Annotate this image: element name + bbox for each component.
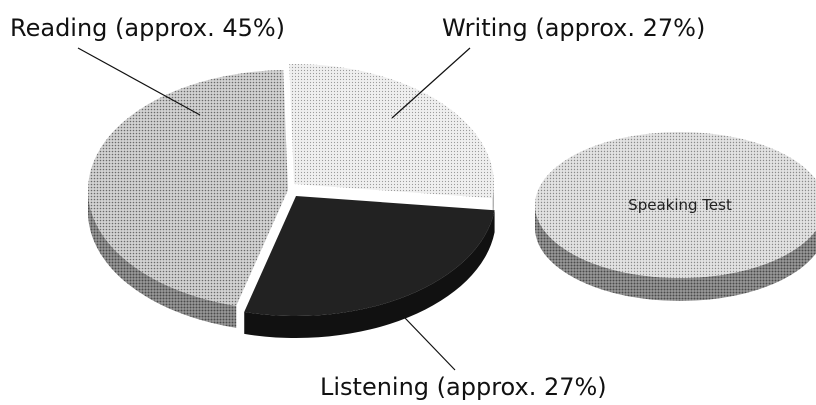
speaking-disc-side bbox=[535, 205, 816, 301]
speaking-disc-label: Speaking Test bbox=[628, 196, 732, 214]
listening-label: Listening (approx. 27%) bbox=[320, 373, 607, 401]
pie-tops bbox=[87, 63, 495, 316]
reading-label: Reading (approx. 45%) bbox=[10, 14, 285, 42]
speaking-disc-top bbox=[535, 132, 816, 278]
reading-slice-side bbox=[88, 190, 237, 328]
listening-slice bbox=[244, 196, 495, 316]
writing-label: Writing (approx. 27%) bbox=[442, 14, 705, 42]
listening-leader-line bbox=[404, 317, 456, 371]
listening-slice-side bbox=[244, 210, 495, 338]
writing-slice bbox=[289, 63, 494, 199]
speaking-disc: Speaking Test bbox=[535, 132, 816, 301]
reading-slice bbox=[87, 70, 289, 306]
reading-leader-line bbox=[77, 47, 201, 116]
writing-leader-line bbox=[391, 47, 471, 119]
